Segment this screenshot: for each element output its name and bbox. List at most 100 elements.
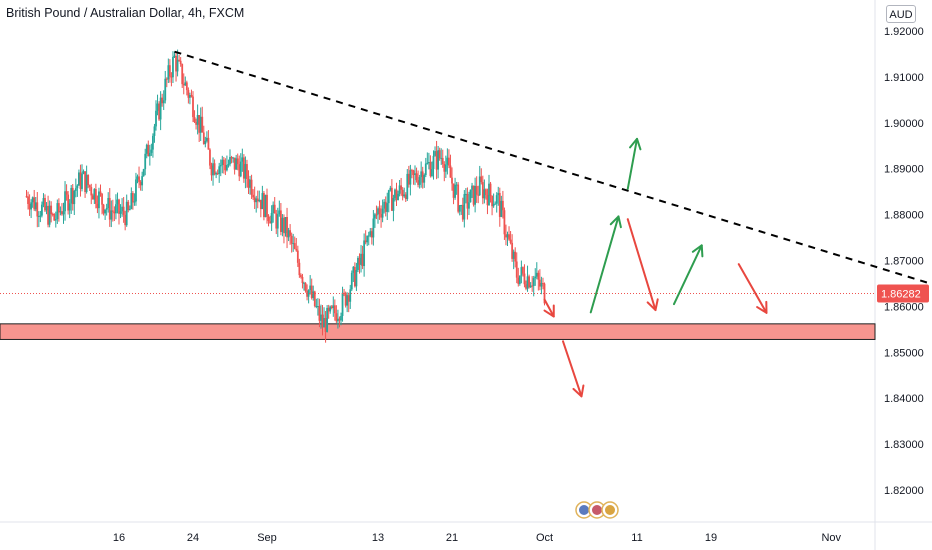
candle-body [383,201,386,209]
candle-body [398,185,401,194]
candle-body [377,208,379,215]
candle-body [56,203,59,220]
candle-body [124,214,127,226]
candle-body [481,182,484,199]
candle-body [275,213,278,229]
candle-body [332,305,335,309]
candle-body [76,185,79,189]
candle-body [395,189,398,201]
candle-body [474,185,477,205]
candle-body [514,251,517,262]
candle-body [363,240,366,267]
candle-body [512,251,515,259]
candle-body [267,216,270,222]
candle-body [461,205,464,220]
y-tick-label: 1.82000 [884,485,924,497]
candle-body [65,191,68,195]
y-tick-label: 1.88000 [884,210,924,222]
candle-body [411,170,413,172]
candle-body [181,64,184,85]
candle-body [315,306,318,308]
candle-body [501,200,504,211]
candle-body [187,90,190,98]
candle-body [522,267,524,274]
candle-body [295,248,298,251]
candle-body [503,210,506,235]
candle-body [90,187,93,196]
candle-body [347,295,350,302]
candle-body [327,307,330,312]
candle-body [390,187,393,211]
candle-body [204,140,207,145]
candle-body [485,189,487,196]
candle-body [255,198,258,203]
currency-badge[interactable]: AUD [886,5,916,23]
candle-body [111,210,114,212]
event-badge-aud-icon-inner [579,505,589,515]
y-tick-label: 1.85000 [884,347,924,359]
candle-body [400,185,403,190]
candle-body [392,198,395,211]
candle-body [475,185,478,195]
candle-body [30,202,33,210]
candle-body [323,318,325,328]
candle-body [520,267,523,276]
candle-body [375,214,378,216]
candle-body [306,290,308,297]
candle-body [99,191,102,194]
candle-body [263,193,265,218]
candle-body [381,208,384,218]
candle-body [45,205,48,211]
candle-body [508,234,510,240]
x-tick-label: Oct [536,532,553,544]
x-tick-label: 19 [705,532,717,544]
candle-body [455,184,458,186]
candle-body [427,162,430,164]
candle-body [270,212,273,224]
candle-body [518,275,521,284]
candle-body [403,194,406,197]
candle-body [221,159,224,166]
candle-body [62,211,65,215]
candle-body [178,59,181,61]
candle-body [25,196,28,198]
candle-body [384,201,387,212]
candle-body [59,211,62,213]
icons-layer [575,501,619,519]
candle-body [108,197,111,220]
candle-body [309,285,312,291]
candle-body [346,295,349,306]
candle-body [57,203,60,213]
candle-body [47,205,49,225]
candle-body [333,305,336,314]
candle-body [289,230,292,236]
candle-body [273,204,276,214]
candle-body [491,195,493,207]
candle-body [37,216,40,218]
candle-body [457,184,460,212]
candle-body [175,55,177,72]
candle-body [316,305,319,307]
candle-body [241,157,244,162]
candle-body [136,176,139,180]
candle-body [115,204,117,214]
candle-body [498,193,501,217]
candle-body [303,282,305,284]
support-zone [0,323,876,340]
candle-body [406,173,409,200]
arrow-head-red [646,298,659,312]
candle-body [36,202,39,217]
candle-body [118,199,120,214]
candle-body [451,177,453,184]
arrow-green [673,244,703,306]
candle-body [272,204,275,213]
candle-body [449,165,452,178]
y-tick-label: 1.90000 [884,118,924,130]
candle-body [44,198,46,211]
candle-body [153,126,156,136]
candle-body [284,217,287,234]
candle-body [301,276,304,284]
candle-body [94,189,97,204]
candle-body [531,285,534,287]
